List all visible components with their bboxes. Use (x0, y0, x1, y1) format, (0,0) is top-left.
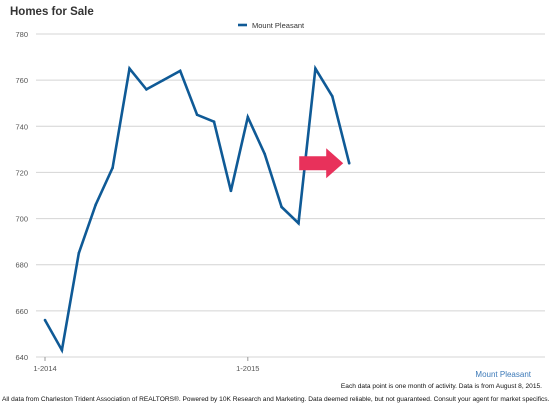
data-point (111, 166, 114, 170)
y-tick-label: 700 (15, 215, 28, 224)
annotation-arrow (299, 148, 344, 179)
data-point (331, 94, 334, 98)
y-tick-label: 720 (15, 168, 28, 177)
y-tick-label: 740 (15, 122, 28, 131)
data-point (347, 161, 351, 165)
y-tick-label: 780 (15, 30, 28, 39)
data-point (43, 318, 47, 322)
legend-label: Mount Pleasant (252, 21, 305, 30)
x-tick-label: 1-2015 (236, 364, 259, 373)
data-point (60, 348, 64, 352)
data-point (297, 221, 300, 225)
disclaimer-note: All data from Charleston Trident Associa… (2, 396, 550, 403)
data-point (195, 113, 199, 117)
data-note: Each data point is one month of activity… (340, 383, 542, 390)
data-point (178, 69, 182, 73)
data-point (145, 88, 148, 91)
data-point (229, 189, 233, 193)
series-line-0 (43, 64, 351, 354)
chart-title: Homes for Sale (10, 6, 94, 18)
data-point (280, 205, 283, 209)
y-tick-label: 760 (15, 76, 28, 85)
data-point (212, 120, 216, 123)
y-tick-label: 660 (15, 307, 28, 316)
data-point (77, 251, 81, 255)
y-tick-label: 680 (15, 261, 28, 270)
x-tick-label: 1-2014 (33, 364, 56, 373)
data-point (94, 203, 97, 207)
data-point (162, 78, 165, 82)
data-point (246, 115, 250, 119)
source-label: Mount Pleasant (475, 370, 531, 379)
data-point (314, 67, 317, 70)
data-point (263, 152, 267, 156)
data-point (128, 67, 131, 70)
y-tick-label: 640 (15, 353, 28, 362)
